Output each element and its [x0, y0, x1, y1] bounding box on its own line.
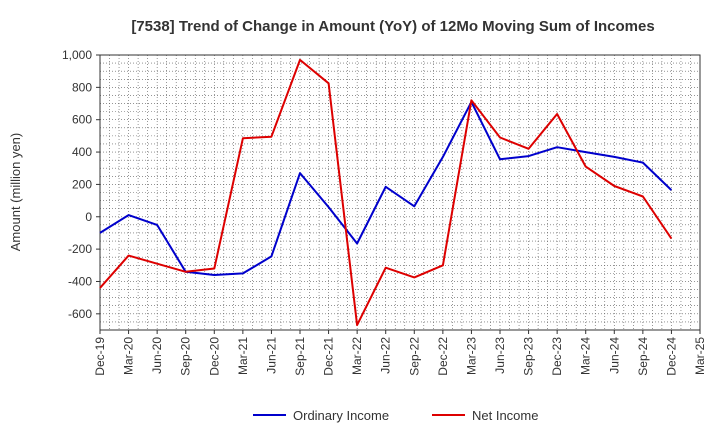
x-tick-label: Mar-23 — [464, 337, 478, 375]
x-tick-label: Sep-21 — [293, 337, 307, 376]
x-tick-label: Dec-19 — [93, 337, 107, 376]
y-tick-label: -200 — [68, 242, 92, 256]
y-axis-label: Amount (million yen) — [8, 133, 23, 252]
x-tick-label: Mar-21 — [236, 337, 250, 375]
y-tick-label: 600 — [72, 113, 92, 127]
x-tick-label: Mar-20 — [122, 337, 136, 375]
y-tick-label: 400 — [72, 145, 92, 159]
x-tick-label: Sep-23 — [522, 337, 536, 376]
y-tick-label: 800 — [72, 80, 92, 94]
series-lines — [99, 58, 673, 327]
x-tick-label: Jun-24 — [607, 337, 621, 374]
y-tick-label: -600 — [68, 307, 92, 321]
x-tick-label: Dec-22 — [436, 337, 450, 376]
x-tick-label: Dec-23 — [550, 337, 564, 376]
y-tick-label: -400 — [68, 274, 92, 288]
grid-lines — [100, 55, 700, 330]
x-tick-label: Jun-23 — [493, 337, 507, 374]
series-line-net-income — [99, 58, 673, 327]
x-tick-label: Dec-21 — [322, 337, 336, 376]
y-tick-label: 200 — [72, 177, 92, 191]
legend: Ordinary Income Net Income — [253, 408, 538, 423]
x-tick-label: Dec-24 — [664, 337, 678, 376]
chart-title: [7538] Trend of Change in Amount (YoY) o… — [131, 18, 654, 35]
legend-label: Ordinary Income — [293, 408, 389, 423]
x-tick-label: Sep-24 — [636, 337, 650, 376]
x-tick-label: Sep-22 — [407, 337, 421, 376]
x-tick-label: Jun-20 — [150, 337, 164, 374]
x-tick-label: Jun-22 — [379, 337, 393, 374]
x-axis-ticks: Dec-19 Mar-20 Jun-20 Sep-20 Dec-20 Mar-21 Jun-… — [93, 330, 707, 376]
x-tick-label: Mar-22 — [350, 337, 364, 375]
x-tick-label: Mar-25 — [693, 337, 707, 375]
x-tick-label: Jun-21 — [264, 337, 278, 374]
x-tick-label: Dec-20 — [207, 337, 221, 376]
y-tick-label: 0 — [85, 210, 92, 224]
legend-label: Net Income — [472, 408, 538, 423]
x-tick-label: Mar-24 — [579, 337, 593, 375]
x-tick-label: Sep-20 — [179, 337, 193, 376]
y-axis-ticks: -600 -400 -200 0 200 400 600 800 1,000 — [62, 48, 100, 321]
y-tick-label: 1,000 — [62, 48, 92, 62]
plot-area-frame — [99, 54, 701, 331]
